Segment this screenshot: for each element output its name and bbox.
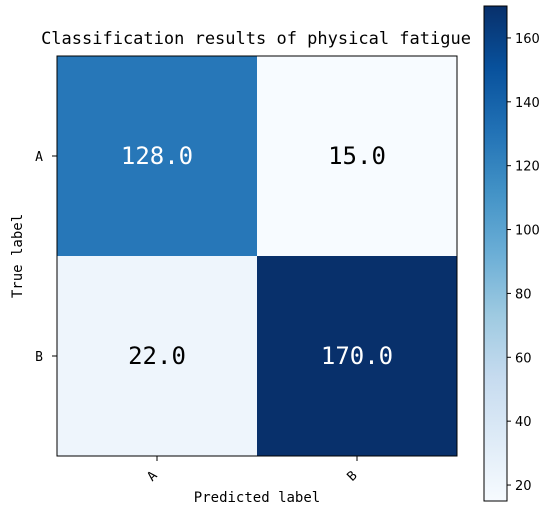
heatmap-cell bbox=[257, 56, 457, 256]
colorbar-tick-label: 120 bbox=[515, 160, 540, 175]
chart-title: Classification results of physical fatig… bbox=[41, 29, 471, 49]
cell-value-label: 15.0 bbox=[328, 142, 386, 170]
cell-value-label: 170.0 bbox=[321, 342, 393, 370]
plot-frame bbox=[56, 55, 458, 457]
x-tick-label: A bbox=[144, 468, 160, 484]
cell-value-label: 22.0 bbox=[128, 342, 186, 370]
colorbar-tick-label: 100 bbox=[515, 224, 540, 239]
colorbar-ticks: 20 40 60 80 100 120 140 160 bbox=[507, 32, 540, 494]
x-axis-label: Predicted label bbox=[194, 490, 320, 506]
cell-value-label: 128.0 bbox=[121, 142, 193, 170]
y-tick-label: B bbox=[35, 350, 43, 365]
colorbar-tick-label: 20 bbox=[515, 479, 532, 494]
colorbar-tick-label: 160 bbox=[515, 32, 540, 47]
x-tick-label: B bbox=[344, 468, 360, 484]
colorbar-tick-label: 140 bbox=[515, 96, 540, 111]
heatmap-cell-labels: 128.0 15.0 22.0 170.0 bbox=[121, 142, 393, 370]
y-tick-label: A bbox=[35, 150, 43, 165]
heatmap-cell bbox=[57, 256, 257, 456]
heatmap-cells bbox=[57, 56, 457, 456]
colorbar-tick-label: 60 bbox=[515, 351, 532, 366]
colorbar-tick-label: 40 bbox=[515, 415, 532, 430]
colorbar bbox=[483, 5, 508, 502]
colorbar-tick-label: 80 bbox=[515, 287, 532, 302]
heatmap-cell bbox=[257, 256, 457, 456]
y-axis-label: True label bbox=[10, 214, 26, 298]
heatmap-cell bbox=[57, 56, 257, 256]
